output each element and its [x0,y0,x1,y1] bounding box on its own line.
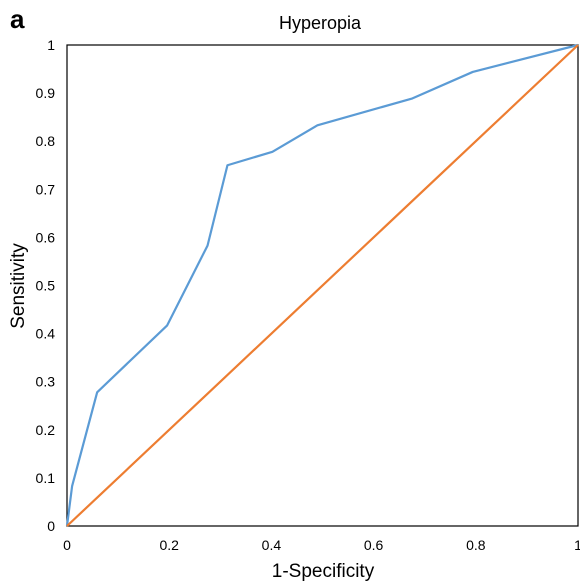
y-axis-title: Sensitivity [8,243,29,329]
y-tick-label: 0.5 [36,278,56,294]
chart-title: Hyperopia [279,13,362,33]
x-tick-label: 0.2 [159,537,179,553]
y-tick-label: 0.8 [36,133,56,149]
y-tick-label: 0.2 [36,422,56,438]
reference-diagonal-line [66,44,579,527]
series-layer [65,43,579,527]
y-tick-label: 0 [47,518,55,534]
y-tick-label: 0.1 [36,470,56,486]
y-axis-ticks: 0 0.1 0.2 0.3 0.4 0.5 0.6 0.7 0.8 0.9 1 [36,37,56,534]
x-axis-ticks: 0 0.2 0.4 0.6 0.8 1 [63,537,580,553]
y-tick-label: 0.4 [36,326,56,342]
y-tick-label: 1 [47,37,55,53]
plot-area-frame [66,44,579,527]
y-tick-label: 0.6 [36,229,56,245]
panel-label: a [10,4,25,34]
x-tick-label: 0.4 [262,537,282,553]
x-tick-label: 0.8 [466,537,486,553]
y-tick-label: 0.7 [36,181,56,197]
roc-curve-line [65,43,579,527]
x-axis-title: 1-Specificity [272,561,375,582]
y-tick-label: 0.9 [36,85,56,101]
y-tick-label: 0.3 [36,374,56,390]
x-tick-label: 0 [63,537,71,553]
x-tick-label: 0.6 [364,537,384,553]
x-tick-label: 1 [574,537,580,553]
